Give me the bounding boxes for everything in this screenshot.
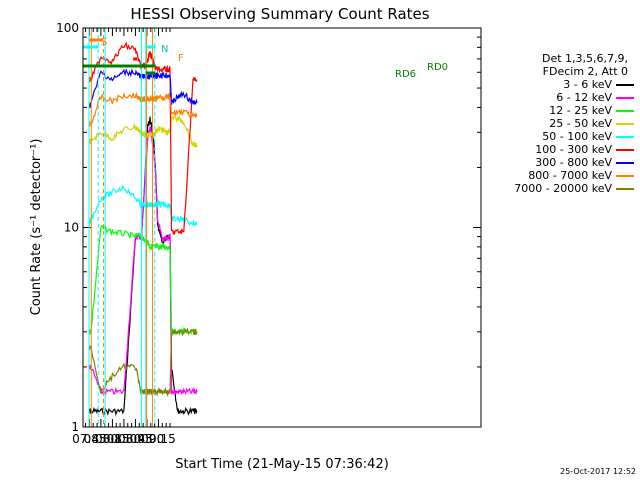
x-tick-label: 08:45 [118,432,153,446]
legend-entry-label: 50 - 100 keV [542,130,612,143]
x-tick-label: 08:15 [95,432,130,446]
y-tick-label: 100 [56,21,79,35]
series-line-6 [88,68,198,109]
legend-swatch [616,110,634,112]
legend-entry-label: 7000 - 20000 keV [514,182,612,195]
legend-swatch [616,84,634,86]
series-line-1 [88,125,198,396]
legend-entry-label: 800 - 7000 keV [528,169,612,182]
legend-swatch [616,175,634,177]
legend-header-line-1: Det 1,3,5,6,7,9, [541,52,628,65]
legend-entry-label: 25 - 50 keV [549,117,612,130]
legend-entry: 12 - 25 keV [480,104,640,117]
annotation-label: RD6 [395,69,416,80]
legend-entry: 25 - 50 keV [480,117,640,130]
legend-entry-label: 300 - 800 keV [535,156,612,169]
legend: Det 1,3,5,6,7,9, FDecim 2, Att 0 3 - 6 k… [480,52,640,195]
annotation-label: S [101,37,107,48]
chart-title: HESSI Observing Summary Count Rates [130,5,429,23]
x-tick-label: 09:15 [141,432,176,446]
legend-swatch [616,136,634,138]
legend-entry: 800 - 7000 keV [480,169,640,182]
legend-entry-label: 6 - 12 keV [556,91,612,104]
series-line-4 [88,184,198,227]
legend-swatch [616,162,634,164]
series-line-2 [88,224,198,337]
legend-entry: 100 - 300 keV [480,143,640,156]
legend-header-line-2: FDecim 2, Att 0 [542,65,628,78]
legend-entry-label: 100 - 300 keV [535,143,612,156]
y-tick-label: 10 [64,221,79,235]
legend-rows: 3 - 6 keV 6 - 12 keV 12 - 25 keV 25 - 50 ke… [480,78,640,195]
series-line-8 [88,327,198,397]
annotation-label: RD0 [427,62,448,73]
legend-entry: 300 - 800 keV [480,156,640,169]
legend-entry: 7000 - 20000 keV [480,182,640,195]
legend-entry: 50 - 100 keV [480,130,640,143]
legend-swatch [616,97,634,99]
legend-entry-label: 3 - 6 keV [563,78,612,91]
y-tick-label: 1 [71,420,79,434]
x-tick-label: 07:45 [72,432,107,446]
x-tick-label: 08:30 [107,432,142,446]
y-axis-label: Count Rate (s⁻¹ detector⁻¹) [29,139,44,316]
series-line-5 [88,41,198,236]
x-tick-label: 09:00 [130,432,165,446]
timestamp: 25-Oct-2017 12:52 [560,467,636,476]
annotation-label: F [178,53,184,64]
legend-entry-label: 12 - 25 keV [549,104,612,117]
annotation-label: N [161,44,168,55]
series-line-7 [88,92,198,127]
legend-swatch [616,188,634,190]
legend-swatch [616,149,634,151]
legend-entry: 6 - 12 keV [480,91,640,104]
x-axis-label: Start Time (21-May-15 07:36:42) [175,457,389,472]
legend-swatch [616,123,634,125]
series-line-3 [88,114,198,148]
y-axis-ticks: 1 10 100 [56,21,481,434]
x-tick-label: 08:00 [84,432,119,446]
series-group [88,41,198,417]
legend-entry: 3 - 6 keV [480,78,640,91]
plot-frame [82,27,482,428]
annotations-group: S NF RD6 RD0 [83,28,448,427]
